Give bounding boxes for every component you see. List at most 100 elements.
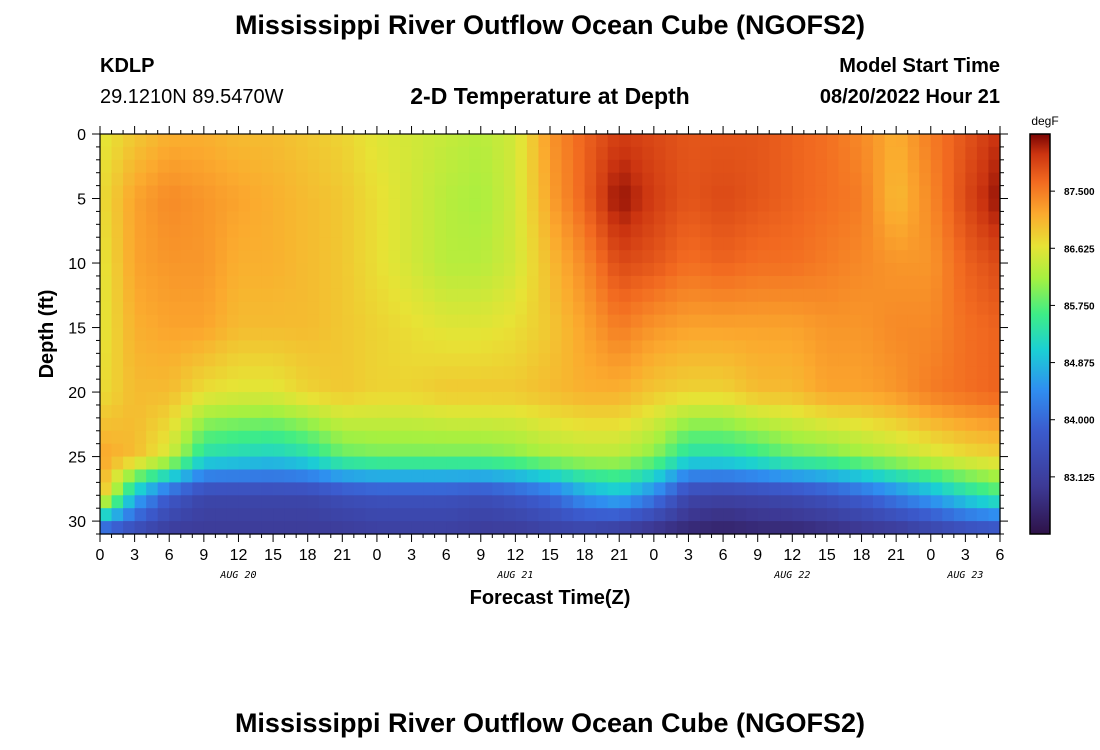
heat-cell	[469, 482, 482, 496]
heat-cell	[215, 508, 228, 522]
x-tick-label: 0	[372, 547, 381, 564]
heat-cell	[746, 417, 759, 432]
heat-cell	[953, 134, 966, 148]
x-tick-label: 15	[818, 547, 836, 564]
heat-cell	[838, 456, 851, 471]
heat-cell	[123, 275, 136, 290]
heat-cell	[792, 237, 805, 251]
heat-cell	[423, 340, 436, 354]
heat-cell	[434, 521, 447, 535]
heatmap-cells	[100, 134, 1001, 535]
heat-cell	[100, 172, 113, 187]
heat-cell	[526, 146, 540, 161]
heat-cell	[134, 482, 147, 496]
heat-cell	[653, 159, 666, 174]
heat-cell	[653, 211, 666, 225]
heat-cell	[215, 379, 228, 393]
heat-cell	[388, 353, 401, 367]
heat-cell	[446, 211, 459, 225]
heat-cell	[180, 340, 193, 354]
heat-cell	[676, 379, 690, 393]
heat-cell	[261, 469, 274, 483]
heat-cell	[250, 211, 263, 225]
heat-cell	[261, 301, 274, 316]
heat-cell	[100, 495, 113, 509]
heat-cell	[907, 185, 920, 200]
heat-cell	[261, 379, 274, 393]
heat-cell	[861, 521, 874, 535]
heat-cell	[423, 469, 436, 483]
heat-cell	[238, 353, 251, 367]
heat-cell	[111, 301, 124, 316]
heat-cell	[330, 379, 343, 393]
heat-cell	[792, 211, 805, 225]
heat-cell	[688, 353, 701, 367]
heat-cell	[215, 237, 228, 251]
heat-cell	[734, 443, 747, 458]
heat-cell	[526, 404, 540, 419]
heat-cell	[780, 224, 793, 238]
heat-cell	[919, 288, 932, 303]
heat-cell	[850, 185, 863, 200]
heat-cell	[469, 508, 482, 522]
heat-cell	[376, 495, 390, 509]
heat-cell	[526, 327, 540, 342]
heat-cell	[203, 237, 216, 251]
heat-cell	[319, 288, 332, 303]
heat-cell	[942, 172, 955, 187]
heat-cell	[584, 366, 597, 380]
heat-cell	[907, 250, 920, 264]
heat-cell	[884, 469, 897, 483]
heat-cell	[711, 353, 724, 367]
heat-cell	[850, 250, 863, 264]
heat-cell	[330, 146, 343, 161]
heat-cell	[376, 159, 390, 174]
heat-cell	[296, 224, 309, 238]
heat-cell	[376, 417, 390, 432]
heat-cell	[307, 146, 320, 161]
heat-cell	[250, 521, 263, 535]
heat-cell	[757, 469, 770, 483]
heat-cell	[953, 495, 966, 509]
heat-cell	[157, 224, 170, 238]
x-tick-label: 3	[407, 547, 416, 564]
heat-cell	[261, 353, 274, 367]
heat-cell	[619, 456, 632, 471]
heat-cell	[700, 443, 713, 458]
heat-cell	[284, 379, 297, 393]
heat-cell	[492, 185, 505, 200]
heat-cell	[942, 482, 955, 496]
heat-cell	[676, 288, 690, 303]
heat-cell	[400, 443, 413, 458]
heat-cell	[688, 314, 701, 329]
heat-cell	[596, 495, 609, 509]
heat-cell	[319, 237, 332, 251]
heat-cell	[607, 275, 620, 290]
heat-cell	[688, 146, 701, 161]
heat-cell	[238, 469, 251, 483]
heat-cell	[157, 521, 170, 535]
heat-cell	[180, 417, 193, 432]
heat-cell	[296, 185, 309, 200]
heat-cell	[180, 404, 193, 419]
heat-cell	[930, 495, 943, 509]
heat-cell	[526, 301, 540, 316]
heat-cell	[400, 366, 413, 380]
heat-cell	[676, 172, 690, 187]
heat-cell	[723, 224, 736, 238]
heat-cell	[423, 482, 436, 496]
heat-cell	[538, 482, 551, 496]
heat-cell	[169, 417, 182, 432]
heat-cell	[826, 288, 840, 303]
heat-cell	[238, 185, 251, 200]
heat-cell	[284, 456, 297, 471]
heat-cell	[411, 275, 424, 290]
heat-cell	[919, 159, 932, 174]
heat-cell	[400, 146, 413, 161]
station-id: KDLP	[100, 55, 155, 77]
heat-cell	[676, 159, 690, 174]
heat-cell	[434, 482, 447, 496]
heat-cell	[919, 469, 932, 483]
heat-cell	[988, 495, 1001, 509]
heat-cell	[100, 469, 113, 483]
